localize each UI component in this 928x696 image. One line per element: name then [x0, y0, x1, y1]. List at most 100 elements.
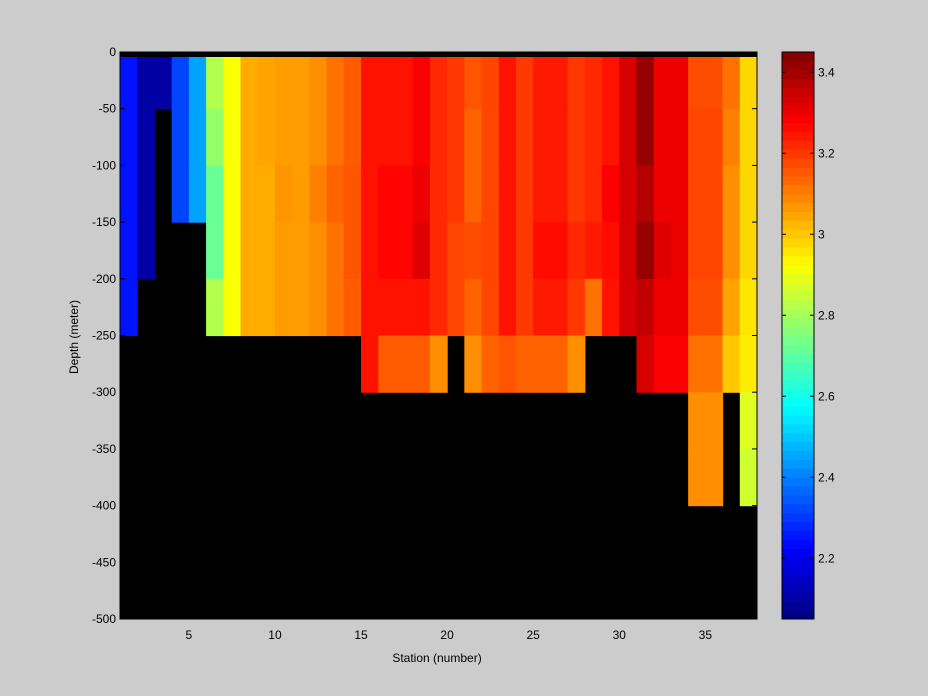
colorbar-swatch: [782, 424, 814, 434]
y-axis: 0 -50 -100 -150 -200 -250 -300 -350 -400 -450 -500: [92, 45, 758, 626]
heatmap-cell: [154, 52, 173, 110]
colorbar-swatch: [782, 556, 814, 567]
heatmap-cell: [447, 165, 465, 223]
colorbar-swatch: [782, 512, 814, 523]
heatmap-cell: [326, 278, 345, 337]
heatmap-cell: [619, 165, 638, 223]
colorbar-swatch: [782, 52, 814, 62]
heatmap-cell: [739, 392, 758, 450]
colorbar-tick-label: 3.4: [818, 65, 835, 79]
heatmap-cell: [498, 335, 517, 393]
heatmap-cell: [705, 278, 724, 337]
heatmap-cell: [361, 278, 379, 337]
y-tick-label: -150: [92, 215, 116, 229]
heatmap-cell: [188, 52, 207, 110]
heatmap-cell: [602, 222, 620, 280]
heatmap-cell: [533, 165, 552, 223]
heatmap-cell: [412, 222, 431, 280]
heatmap-cell: [395, 52, 414, 110]
heatmap-cell: [206, 108, 224, 166]
colorbar-swatch: [782, 477, 814, 487]
colorbar-tick-label: 2.6: [818, 389, 835, 403]
heatmap-cell: [670, 222, 689, 280]
heatmap-cell: [481, 222, 500, 280]
colorbar-swatch: [782, 87, 814, 97]
heatmap-cell: [636, 222, 655, 280]
heatmap-cell: [705, 165, 724, 223]
x-tick-label: 35: [699, 628, 713, 642]
heatmap-cell: [602, 52, 620, 110]
y-tick-label: 0: [109, 45, 116, 59]
y-tick-label: -350: [92, 442, 116, 456]
heatmap-cell: [309, 52, 328, 110]
heatmap-cell: [722, 165, 741, 223]
heatmap-cell: [653, 165, 672, 223]
colorbar-swatch: [782, 592, 814, 602]
heatmap-cell: [481, 335, 500, 393]
heatmap-cell: [567, 335, 586, 393]
heatmap-cell: [464, 108, 483, 166]
heatmap-cell: [378, 165, 397, 223]
colorbar-swatch: [782, 149, 814, 159]
heatmap-cell: [395, 165, 414, 223]
colorbar-swatch: [782, 122, 814, 133]
heatmap-cell: [343, 278, 362, 337]
colorbar-swatch: [782, 300, 814, 310]
heatmap-cell: [688, 448, 706, 507]
colorbar-swatch: [782, 539, 814, 549]
colorbar-swatch: [782, 397, 814, 407]
heatmap-cell: [567, 108, 586, 166]
heatmap-cell: [429, 278, 448, 337]
heatmap-cell: [481, 108, 500, 166]
heatmap-cell: [361, 165, 379, 223]
heatmap-cell: [533, 222, 552, 280]
heatmap-cell: [206, 222, 224, 280]
colorbar-swatch: [782, 78, 814, 88]
heatmap-cell: [257, 278, 276, 337]
heatmap-cell: [739, 108, 758, 166]
heatmap-cell: [739, 165, 758, 223]
heatmap-cell: [670, 108, 689, 166]
colorbar-swatch: [782, 548, 814, 558]
heatmap-cell: [533, 108, 552, 166]
heatmap-cell: [137, 52, 156, 110]
heatmap-cell: [722, 108, 741, 166]
heatmap-cell: [670, 278, 689, 337]
heatmap-cell: [361, 222, 379, 280]
heatmap-cell: [653, 52, 672, 110]
heatmap-cell: [619, 222, 638, 280]
colorbar-swatch: [782, 441, 814, 452]
heatmap-cell: [395, 108, 414, 166]
heatmap-cell: [274, 108, 293, 166]
colorbar-swatch: [782, 353, 814, 363]
x-tick-label: 5: [186, 628, 193, 642]
heatmap-cell: [378, 108, 397, 166]
y-tick-label: -300: [92, 385, 116, 399]
heatmap-cell: [688, 52, 706, 110]
heatmap-cell: [361, 335, 379, 393]
colorbar-swatch: [782, 273, 814, 283]
heatmap-cell: [567, 222, 586, 280]
colorbar-swatch: [782, 362, 814, 372]
heatmap-cell: [429, 165, 448, 223]
heatmap-cell: [429, 335, 448, 393]
heatmap-cell: [498, 108, 517, 166]
colorbar-tick-label: 2.8: [818, 308, 835, 322]
colorbar-swatch: [782, 468, 814, 478]
colorbar-swatch: [782, 370, 814, 381]
colorbar: 2.2 2.4 2.6 2.8 3 3.2 3.4: [781, 51, 835, 620]
colorbar-swatch: [782, 503, 814, 514]
heatmap-cell: [567, 165, 586, 223]
x-axis: 5 10 15 20 25 30 35: [186, 52, 713, 642]
x-axis-label: Station (number): [392, 651, 481, 665]
colorbar-swatch: [782, 344, 814, 354]
heatmap-cell: [739, 335, 758, 393]
heatmap-cell: [653, 335, 672, 393]
y-tick-label: -500: [92, 612, 116, 626]
colorbar-swatch: [782, 415, 814, 425]
colorbar-swatch: [782, 450, 814, 461]
heatmap-cell: [550, 278, 569, 337]
heatmap-cell: [447, 222, 465, 280]
heatmap-cell: [378, 278, 397, 337]
heatmap-cell: [636, 165, 655, 223]
